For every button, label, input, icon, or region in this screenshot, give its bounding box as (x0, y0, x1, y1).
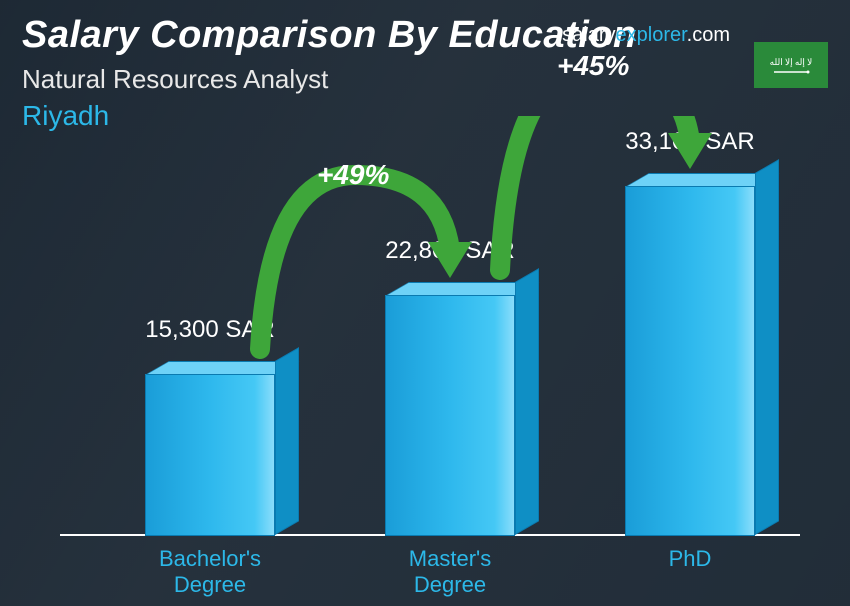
increase-percent: +45% (557, 50, 629, 82)
chart-title: Salary Comparison By Education (22, 14, 637, 57)
source-suffix: .com (687, 24, 730, 46)
chart-subtitle: Natural Resources Analyst (22, 64, 328, 95)
source-attribution: salaryexplorer.com (562, 24, 730, 47)
bar-label: Master'sDegree (350, 546, 550, 599)
source-mid: explorer (616, 24, 687, 46)
svg-text:لا إله إلا الله: لا إله إلا الله (770, 57, 813, 68)
source-prefix: salary (562, 24, 615, 46)
chart-area: 15,300 SARBachelor'sDegree22,800 SARMast… (60, 116, 800, 536)
increase-arrow: +45% (60, 116, 800, 536)
flag-icon: لا إله إلا الله (754, 42, 828, 88)
bar-label: Bachelor'sDegree (110, 546, 310, 599)
bar-label: PhD (590, 546, 790, 572)
